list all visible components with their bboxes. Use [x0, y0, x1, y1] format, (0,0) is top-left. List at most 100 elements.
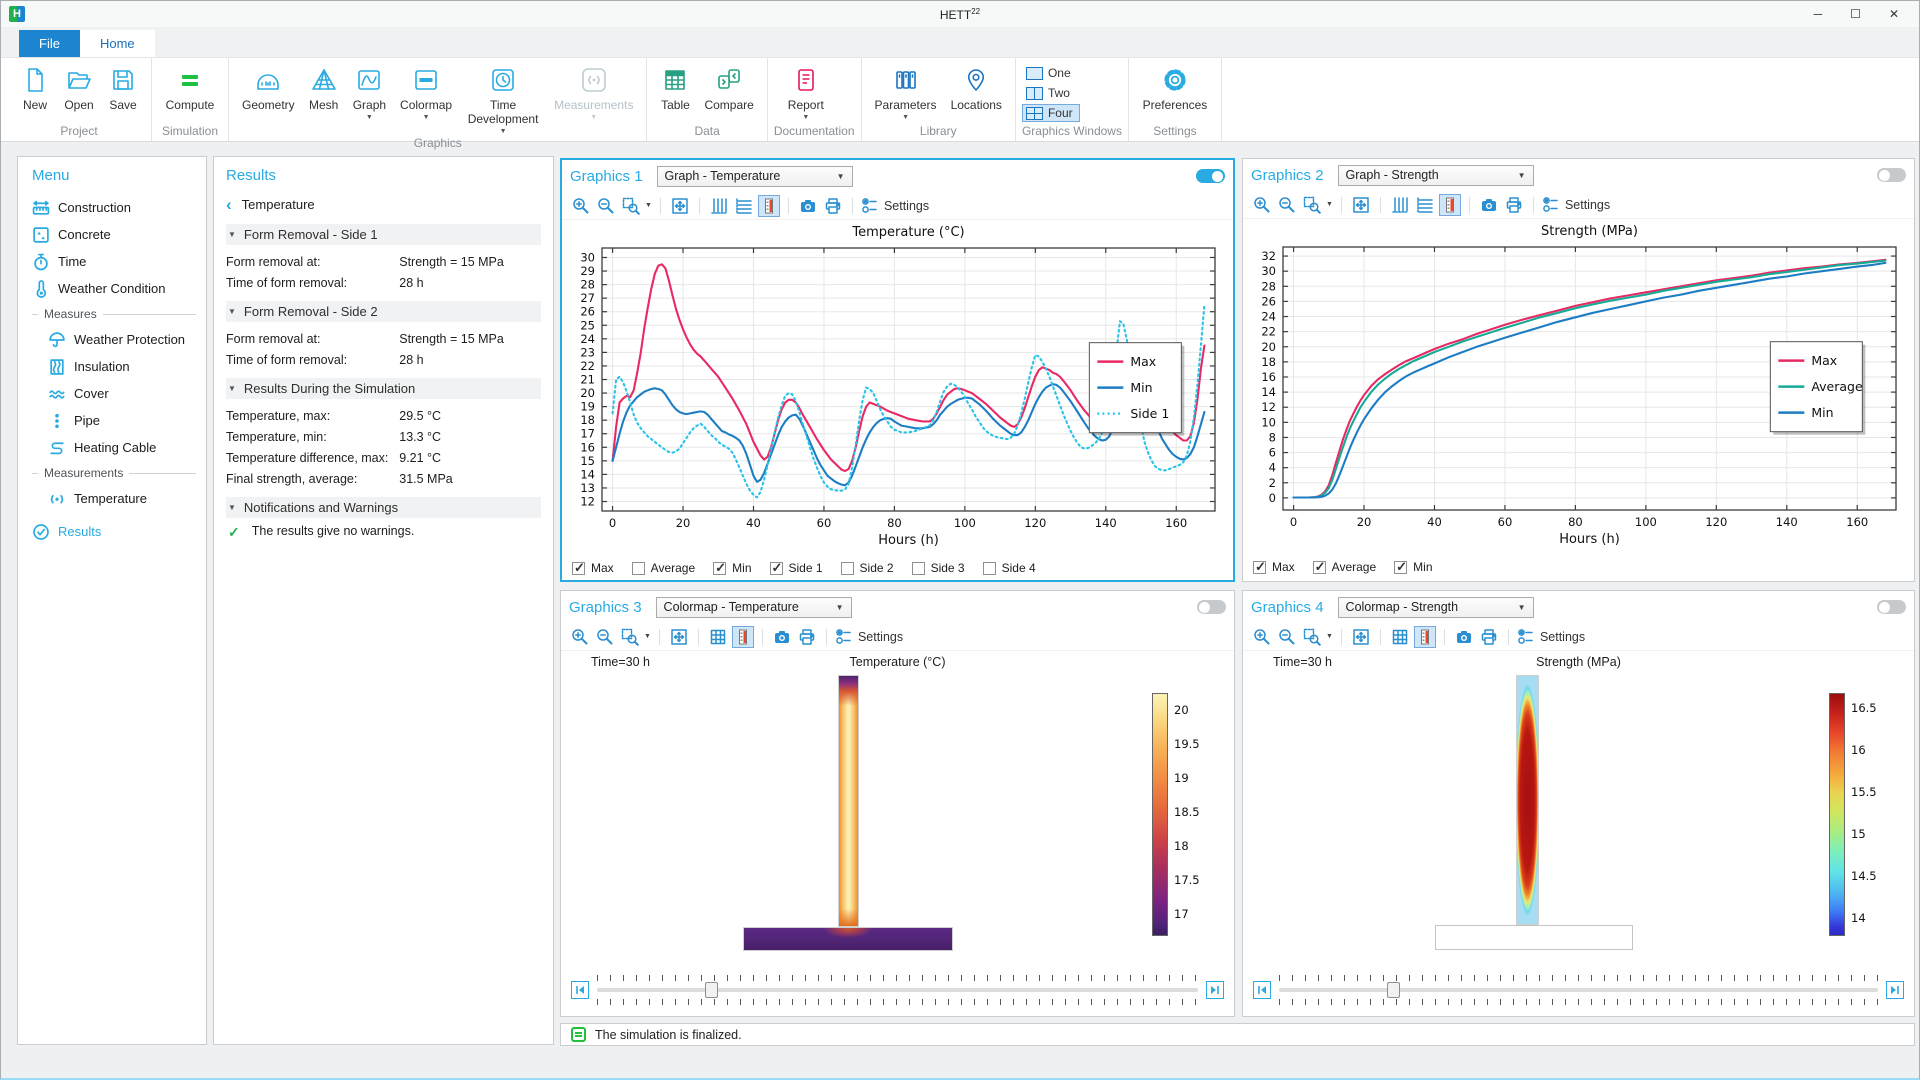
graphics1-settings-button[interactable]: Settings — [861, 197, 929, 214]
slider-handle[interactable] — [1386, 982, 1400, 998]
report-button[interactable]: Report ▼ — [774, 60, 838, 121]
print-icon[interactable] — [1503, 194, 1525, 216]
menu-item-insulation[interactable]: Insulation — [32, 353, 206, 380]
save-button[interactable]: Save — [101, 60, 145, 113]
slider-track[interactable] — [597, 988, 1198, 992]
menu-item-results[interactable]: Results — [32, 518, 206, 545]
compare-button[interactable]: Compare — [697, 60, 760, 113]
graphics2-view-dropdown[interactable]: Graph - Strength ▼ — [1337, 164, 1534, 186]
horizontal-grid-icon[interactable] — [733, 195, 755, 217]
graph-button[interactable]: Graph ▼ — [346, 60, 393, 121]
checkbox-side2[interactable]: Side 2 — [840, 561, 894, 575]
graphics4-view-dropdown[interactable]: Colormap - Strength ▼ — [1337, 596, 1534, 618]
temperature-line-chart[interactable]: Temperature (°C)0 20 40 60 80 100 120 140 160121… — [562, 220, 1229, 551]
locations-button[interactable]: Locations — [944, 60, 1009, 113]
print-icon[interactable] — [796, 626, 818, 648]
colorbar-toggle-icon[interactable] — [1438, 193, 1461, 216]
minimize-button[interactable]: ─ — [1813, 7, 1823, 21]
slider-track[interactable] — [1279, 988, 1878, 992]
menu-item-time[interactable]: Time — [32, 248, 206, 275]
menu-item-heating-cable[interactable]: Heating Cable — [32, 434, 206, 461]
menu-item-pipe[interactable]: Pipe — [32, 407, 206, 434]
zoom-options-caret[interactable]: ▼ — [644, 633, 651, 640]
checkbox-average[interactable]: Average — [631, 561, 695, 575]
zoom-out-icon[interactable] — [1276, 194, 1298, 216]
graphics3-settings-button[interactable]: Settings — [835, 628, 903, 645]
checkbox-side3[interactable]: Side 3 — [911, 561, 965, 575]
zoom-in-icon[interactable] — [1251, 626, 1273, 648]
step-forward-button[interactable] — [1206, 981, 1224, 999]
menu-item-cover[interactable]: Cover — [32, 380, 206, 407]
section-form-removal-side1[interactable]: ▼ Form Removal - Side 1 — [226, 224, 541, 245]
zoom-region-icon[interactable] — [1301, 626, 1323, 648]
zoom-fit-icon[interactable] — [1350, 626, 1372, 648]
zoom-in-icon[interactable] — [1251, 194, 1273, 216]
graphics4-settings-button[interactable]: Settings — [1517, 628, 1585, 645]
open-button[interactable]: Open — [57, 60, 101, 113]
maximize-button[interactable]: ☐ — [1850, 7, 1861, 21]
menu-item-construction[interactable]: Construction — [32, 194, 206, 221]
checkbox-min[interactable]: Min — [1394, 559, 1433, 575]
parameters-button[interactable]: Parameters ▼ — [868, 60, 944, 121]
graphics1-active-toggle[interactable] — [1196, 169, 1225, 183]
camera-icon[interactable] — [1478, 194, 1500, 216]
preferences-button[interactable]: Preferences — [1135, 60, 1215, 113]
time-slider-ruler[interactable] — [1279, 975, 1878, 1005]
zoom-region-icon[interactable] — [620, 195, 642, 217]
checkbox-max[interactable]: Max — [1253, 559, 1295, 575]
menu-item-temperature[interactable]: Temperature — [32, 485, 206, 512]
results-back-button[interactable]: ‹ Temperature — [226, 194, 315, 214]
graphics3-view-dropdown[interactable]: Colormap - Temperature ▼ — [655, 596, 852, 618]
graphics4-active-toggle[interactable] — [1877, 600, 1906, 614]
step-back-button[interactable] — [1253, 981, 1271, 999]
slider-handle[interactable] — [705, 982, 719, 998]
step-back-button[interactable] — [571, 981, 589, 999]
zoom-fit-icon[interactable] — [668, 626, 690, 648]
report-dropdown-caret[interactable]: ▼ — [802, 113, 810, 121]
colorbar-toggle-icon[interactable] — [1413, 625, 1436, 648]
zoom-out-icon[interactable] — [594, 626, 616, 648]
zoom-options-caret[interactable]: ▼ — [645, 202, 652, 209]
checkbox-side1[interactable]: Side 1 — [769, 560, 823, 576]
tab-home[interactable]: Home — [79, 30, 155, 57]
parameters-dropdown-caret[interactable]: ▼ — [902, 113, 910, 121]
menu-item-weather-condition[interactable]: Weather Condition — [32, 275, 206, 302]
zoom-fit-icon[interactable] — [1350, 194, 1372, 216]
print-icon[interactable] — [1478, 626, 1500, 648]
zoom-region-icon[interactable] — [1301, 194, 1323, 216]
mesh-grid-icon[interactable] — [1389, 626, 1411, 648]
compute-button[interactable]: Compute — [158, 60, 222, 113]
time-development-dropdown-caret[interactable]: ▼ — [499, 127, 507, 135]
layout-four-button[interactable]: Four — [1021, 104, 1080, 122]
checkbox-min[interactable]: Min — [713, 560, 752, 576]
step-forward-button[interactable] — [1886, 981, 1904, 999]
colorbar-toggle-icon[interactable] — [731, 625, 754, 648]
layout-two-button[interactable]: Two — [1022, 84, 1080, 102]
strength-line-chart[interactable]: Strength (MPa)0 20 40 60 80 100 120 140 16002468… — [1243, 219, 1910, 550]
zoom-in-icon[interactable] — [569, 626, 591, 648]
zoom-in-icon[interactable] — [570, 195, 592, 217]
temperature-colormap-figure[interactable]: 20 19.5 19 18.5 18 17.5 17 — [561, 673, 1234, 973]
zoom-options-caret[interactable]: ▼ — [1326, 201, 1333, 208]
zoom-out-icon[interactable] — [595, 195, 617, 217]
graphics2-settings-button[interactable]: Settings — [1542, 196, 1610, 213]
graphics3-active-toggle[interactable] — [1197, 600, 1226, 614]
mesh-button[interactable]: Mesh — [302, 60, 346, 113]
graph-dropdown-caret[interactable]: ▼ — [365, 113, 373, 121]
zoom-region-icon[interactable] — [619, 626, 641, 648]
horizontal-grid-icon[interactable] — [1414, 194, 1436, 216]
time-development-button[interactable]: Time Development ▼ — [459, 60, 547, 135]
zoom-out-icon[interactable] — [1276, 626, 1298, 648]
close-button[interactable]: ✕ — [1888, 7, 1899, 21]
checkbox-max[interactable]: Max — [572, 560, 614, 576]
section-form-removal-side2[interactable]: ▼ Form Removal - Side 2 — [226, 301, 541, 322]
camera-icon[interactable] — [1453, 626, 1475, 648]
table-button[interactable]: Table — [653, 60, 697, 113]
colorbar-toggle-icon[interactable] — [757, 194, 780, 217]
graphics1-view-dropdown[interactable]: Graph - Temperature ▼ — [656, 165, 853, 187]
new-button[interactable]: New — [13, 60, 57, 113]
section-notifications[interactable]: ▼ Notifications and Warnings — [226, 497, 541, 518]
camera-icon[interactable] — [797, 195, 819, 217]
vertical-grid-icon[interactable] — [708, 195, 730, 217]
mesh-grid-icon[interactable] — [707, 626, 729, 648]
